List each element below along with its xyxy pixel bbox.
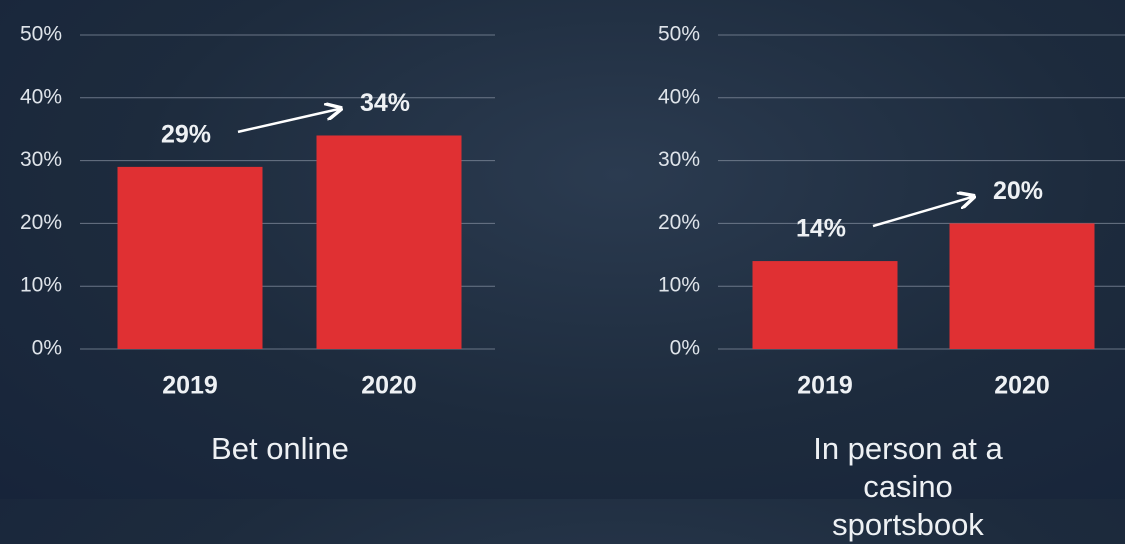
value-label: 20%: [993, 177, 1043, 205]
value-label: 34%: [360, 89, 410, 117]
y-tick-label: 0%: [32, 337, 62, 360]
bar: [753, 261, 898, 349]
y-tick-label: 40%: [20, 85, 62, 108]
y-tick-label: 30%: [658, 148, 700, 171]
x-tick-label: 2020: [994, 372, 1050, 400]
trend-arrow: [238, 108, 341, 131]
y-tick-label: 10%: [20, 274, 62, 297]
x-tick-label: 2020: [361, 372, 417, 400]
y-tick-label: 20%: [658, 211, 700, 234]
bar: [118, 167, 263, 349]
chart-title: Bet online: [180, 430, 380, 468]
y-tick-label: 30%: [20, 148, 62, 171]
page: 0% 10% 20% 30% 40% 50% 2019 29% 2020 34% 0% 10% 20% 3…: [0, 0, 1125, 499]
y-tick-label: 50%: [20, 23, 62, 46]
y-tick-label: 40%: [658, 85, 700, 108]
value-label: 14%: [796, 215, 846, 243]
bar: [317, 135, 462, 349]
value-label: 29%: [161, 120, 211, 148]
chart-title: In person at a casino sportsbook: [788, 430, 1028, 544]
bar: [950, 223, 1095, 349]
charts: 0% 10% 20% 30% 40% 50% 2019 29% 2020 34% 0% 10% 20% 3…: [0, 0, 1125, 499]
y-tick-label: 10%: [658, 274, 700, 297]
trend-arrow: [873, 196, 974, 226]
y-tick-label: 50%: [658, 23, 700, 46]
x-tick-label: 2019: [162, 372, 218, 400]
y-tick-label: 0%: [670, 337, 700, 360]
x-tick-label: 2019: [797, 372, 853, 400]
y-tick-label: 20%: [20, 211, 62, 234]
